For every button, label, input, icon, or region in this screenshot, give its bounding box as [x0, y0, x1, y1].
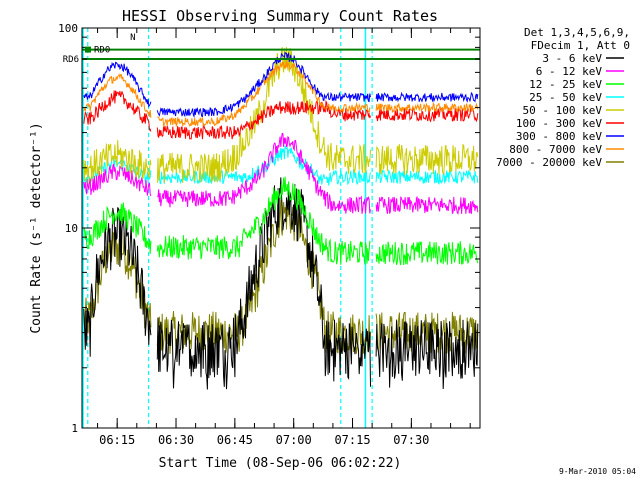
legend-entry-label: 25 - 50 keV — [529, 91, 602, 104]
y-axis-label: Count Rate (s⁻¹ detector⁻¹) — [29, 122, 44, 333]
legend-entry-label: 6 - 12 keV — [536, 65, 603, 78]
legend-header: FDecim 1, Att 0 — [531, 39, 630, 52]
legend-entry-label: 7000 - 20000 keV — [496, 156, 602, 169]
rd0-label: RD0 — [94, 46, 110, 56]
x-tick-label: 07:00 — [276, 433, 312, 447]
legend-entry-label: 50 - 100 keV — [523, 104, 603, 117]
legend-entry-label: 800 - 7000 keV — [509, 143, 602, 156]
plot-area — [82, 28, 480, 428]
y-tick-label: 1 — [71, 422, 78, 435]
legend-entry-label: 100 - 300 keV — [516, 117, 602, 130]
chart-title: HESSI Observing Summary Count Rates — [122, 7, 438, 25]
series-line — [83, 60, 479, 128]
series-line — [83, 47, 479, 184]
legend-entry-label: 12 - 25 keV — [529, 78, 602, 91]
legend-entry-label: 300 - 800 keV — [516, 130, 602, 143]
x-tick-label: 06:30 — [158, 433, 194, 447]
x-tick-label: 07:15 — [334, 433, 370, 447]
legend-header: Det 1,3,4,5,6,9, — [524, 26, 630, 39]
y-tick-label: 100 — [58, 22, 78, 35]
x-tick-label: 06:15 — [99, 433, 135, 447]
rd0-marker — [85, 46, 91, 53]
legend: Det 1,3,4,5,6,9,FDecim 1, Att 03 - 6 keV… — [496, 26, 630, 169]
series-line — [83, 51, 479, 119]
y-tick-label: 10 — [65, 222, 78, 235]
series-line — [83, 177, 479, 390]
x-tick-label: 06:45 — [217, 433, 253, 447]
rd6-label: RD6 — [63, 55, 79, 65]
axes: 1 10 100 06:15 06:30 06:45 07:00 07:15 07:30 RD0 R… — [58, 22, 481, 447]
night-label: N — [130, 33, 135, 43]
date-stamp: 9-Mar-2010 05:04 — [559, 467, 636, 476]
x-tick-label: 07:30 — [393, 433, 429, 447]
series-line — [83, 90, 479, 140]
series-line — [83, 132, 479, 215]
series-line — [83, 176, 479, 266]
x-axis-label: Start Time (08-Sep-06 06:02:22) — [159, 456, 402, 471]
legend-entry-label: 3 - 6 keV — [542, 52, 602, 65]
